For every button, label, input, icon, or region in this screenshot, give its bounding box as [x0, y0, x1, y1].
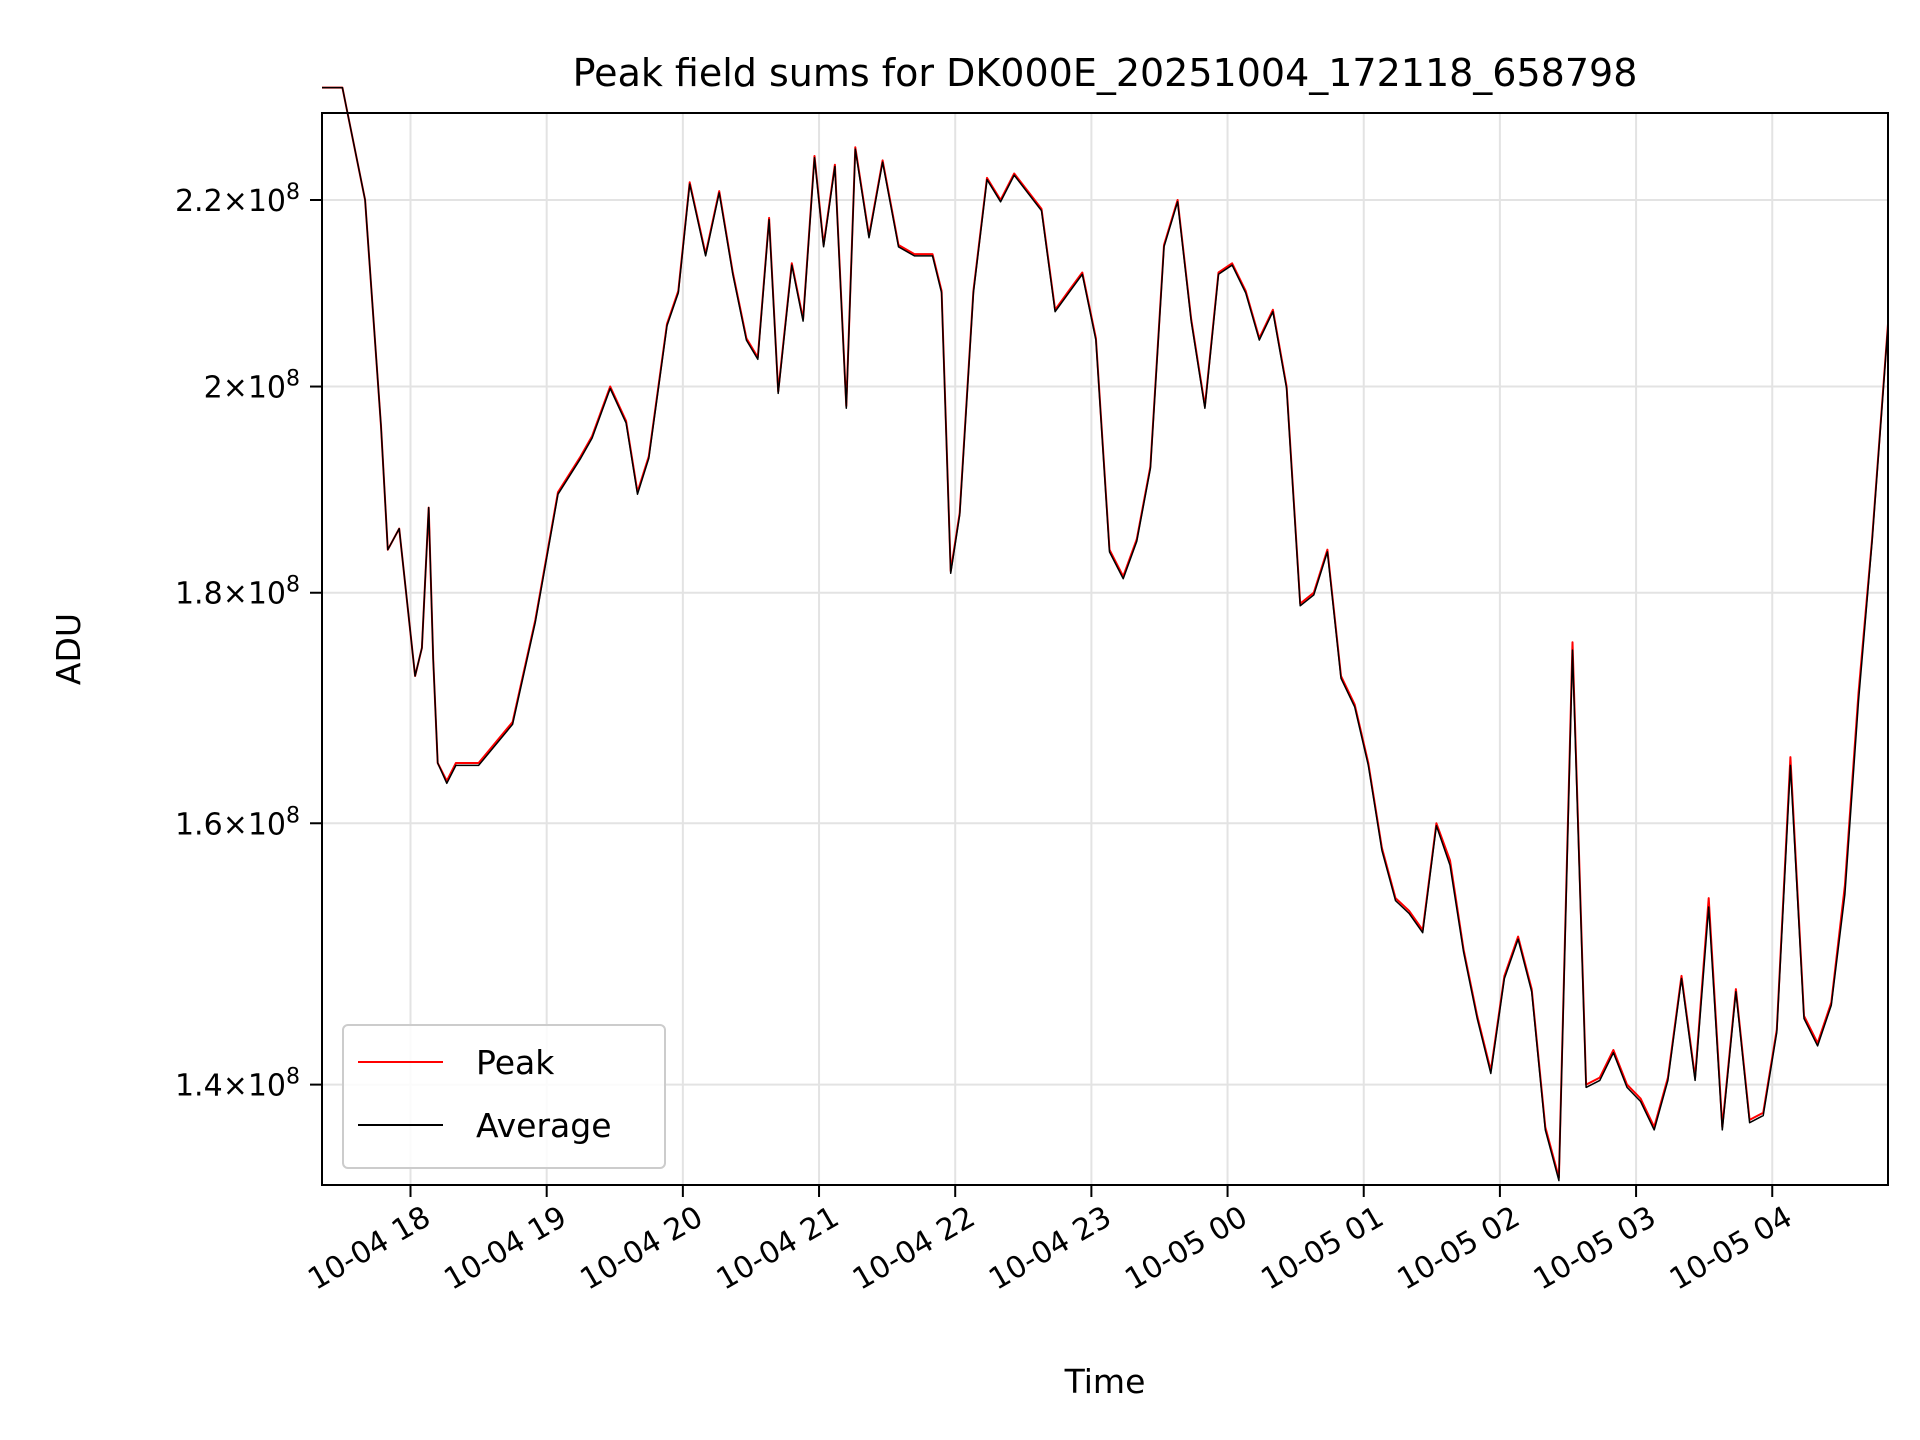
legend-label: Average: [476, 1106, 612, 1145]
grid-lines: [322, 113, 1888, 1185]
y-tick-mantissa: 1.4: [175, 1069, 223, 1104]
y-tick-exponent: 8: [286, 180, 300, 205]
y-tick-multiply-sign: ×10: [223, 184, 286, 219]
y-tick-multiply-sign: ×10: [223, 1069, 286, 1104]
y-axis-label: ADU: [49, 613, 88, 685]
legend-box: [342, 1024, 666, 1169]
legend-label: Peak: [476, 1043, 555, 1082]
x-axis-label: Time: [1064, 1362, 1146, 1401]
y-tick-label: 1.4×108: [175, 1065, 300, 1104]
y-tick-mantissa: 1.6: [175, 807, 223, 842]
y-tick-mantissa: 1.8: [175, 577, 223, 612]
y-tick-exponent: 8: [286, 803, 300, 828]
y-tick-multiply-sign: ×10: [223, 577, 286, 612]
legend: Peak Average: [342, 1024, 666, 1169]
y-tick-label: 1.6×108: [175, 803, 300, 842]
y-tick-mantissa: 2.2: [175, 184, 223, 219]
chart-title: Peak field sums for DK000E_20251004_1721…: [573, 51, 1638, 95]
y-tick-label: 1.8×108: [175, 573, 300, 612]
y-tick-exponent: 8: [286, 573, 300, 598]
series-line-average: [322, 86, 1889, 1182]
plot-area-frame: [321, 112, 1889, 1186]
y-tick-label: 2.2×108: [175, 180, 300, 219]
y-tick-multiply-sign: ×10: [223, 807, 286, 842]
y-tick-exponent: 8: [286, 367, 300, 392]
series-layer: [322, 86, 1889, 1182]
y-tick-multiply-sign: ×10: [223, 371, 286, 406]
y-tick-mantissa: 2: [204, 371, 223, 406]
y-tick-label: 2×108: [204, 367, 300, 406]
y-tick-exponent: 8: [286, 1065, 300, 1090]
